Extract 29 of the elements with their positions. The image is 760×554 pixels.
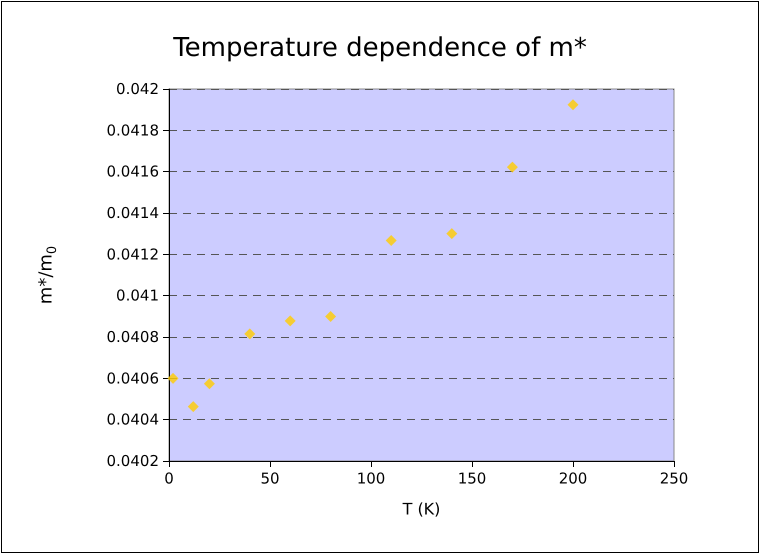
- point: [188, 401, 199, 412]
- point: [284, 315, 296, 326]
- point: [446, 228, 458, 240]
- point: [386, 234, 397, 246]
- chart-title: Temperature dependence of m*: [172, 33, 587, 63]
- point: [506, 162, 518, 173]
- y-tick-label: 0.0402: [106, 452, 159, 470]
- y-tick-label: 0.0406: [106, 369, 159, 388]
- x-tick-label: 150: [458, 470, 486, 488]
- x-tick-label: 50: [260, 470, 280, 488]
- point: [244, 328, 256, 340]
- y-tick-label: 0.0408: [106, 328, 159, 346]
- y-tick-label: 0.0412: [106, 245, 159, 264]
- y-tick-label: 0.0404: [106, 410, 159, 429]
- point: [325, 311, 336, 322]
- x-tick-label: 100: [356, 470, 386, 488]
- y-tick-label: 0.0414: [106, 204, 159, 222]
- y-tick-label: 0.041: [116, 286, 159, 305]
- y-tick-label: 0.0416: [106, 162, 159, 181]
- y-tick-label: 0.042: [116, 80, 159, 98]
- x-tick-label: 0: [164, 470, 174, 488]
- x-tick-label: 200: [558, 470, 588, 488]
- point: [168, 372, 179, 384]
- x-tick-label: 250: [660, 470, 688, 488]
- point: [568, 99, 578, 110]
- y-tick-label: 0.0418: [106, 121, 159, 140]
- x-axis-title: T (K): [402, 500, 440, 518]
- point: [204, 378, 215, 390]
- y-axis-title: m*/m0: [36, 246, 60, 304]
